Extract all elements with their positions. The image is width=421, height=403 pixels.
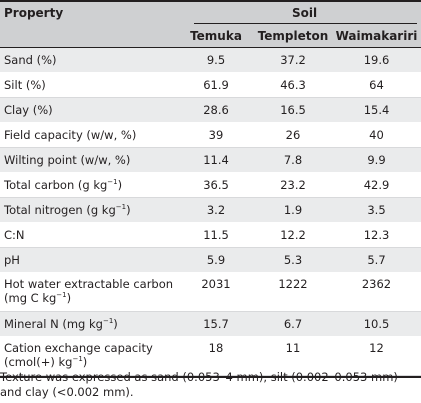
cell-value: 46.3 xyxy=(280,78,306,92)
row-label-line2-end: ) xyxy=(82,355,88,369)
cell-value: 5.7 xyxy=(367,253,386,267)
cell-value: 36.5 xyxy=(203,178,229,192)
row-label-text: Sand (%) xyxy=(4,53,57,67)
table-row: Silt (%) 61.9 46.3 64 xyxy=(0,73,421,98)
row-label-text: Total carbon (g kg xyxy=(4,178,108,192)
cell-value: 37.2 xyxy=(280,53,306,67)
table-body: Sand (%) 9.5 37.2 19.6 Silt (%) 61.9 46.3 64 Cla… xyxy=(0,47,421,376)
cell-value: 1222 xyxy=(278,277,308,291)
row-label-text: Hot water extractable carbon xyxy=(4,277,174,291)
row-label: Wilting point (w/w, %) xyxy=(4,153,130,167)
cell-value: 3.5 xyxy=(367,203,386,217)
table-row: Sand (%) 9.5 37.2 19.6 xyxy=(0,48,421,73)
row-label-sup: −1 xyxy=(107,178,118,187)
cell-value: 3.2 xyxy=(206,203,226,217)
cell-value: 40 xyxy=(369,128,384,142)
row-label-text: Field capacity (w/w, %) xyxy=(4,128,137,142)
row-label-line2-sup: −1 xyxy=(56,291,67,300)
cell-value: 12.3 xyxy=(363,228,390,242)
row-label: Total nitrogen (g kg−1) xyxy=(4,203,131,217)
soil-properties-table: Property Soil Temuka Templeton Waimakari… xyxy=(0,0,421,378)
table-bottom-rule xyxy=(0,376,421,378)
row-label: Cation exchange capacity (cmol(+) kg−1) xyxy=(4,341,153,369)
row-label-text: pH xyxy=(4,253,20,267)
row-label-text: Clay (%) xyxy=(4,103,53,117)
cell-value: 42.9 xyxy=(363,178,390,192)
cell-value: 12.2 xyxy=(280,228,306,242)
row-label-line2-end: ) xyxy=(66,291,72,305)
row-label: C:N xyxy=(4,228,25,242)
table-footnote: Texture was expressed as sand (0.053–4 m… xyxy=(0,370,398,399)
cell-value: 11 xyxy=(285,341,301,355)
cell-value: 23.2 xyxy=(280,178,306,192)
table-row: Wilting point (w/w, %) 11.4 7.8 9.9 xyxy=(0,148,421,173)
header-templeton: Templeton xyxy=(257,29,329,43)
cell-value: 16.5 xyxy=(280,103,306,117)
cell-value: 11.4 xyxy=(203,153,229,167)
row-label: pH xyxy=(4,253,20,267)
cell-value: 12 xyxy=(369,341,384,355)
cell-value: 6.7 xyxy=(283,317,303,331)
cell-value: 9.5 xyxy=(206,53,226,67)
row-label-text: Silt (%) xyxy=(4,78,46,92)
row-label: Total carbon (g kg−1) xyxy=(4,178,122,192)
row-label-sup: −1 xyxy=(115,203,127,212)
cell-value: 28.6 xyxy=(203,103,229,117)
row-label-text: Wilting point (w/w, %) xyxy=(4,153,131,167)
header-waimakariri: Waimakariri xyxy=(335,29,418,43)
table-row: Cation exchange capacity (cmol(+) kg−1) 18… xyxy=(0,337,421,376)
cell-value: 19.6 xyxy=(363,53,390,67)
cell-value: 61.9 xyxy=(203,78,229,92)
row-label-text: Mineral N (mg kg xyxy=(4,317,103,331)
table-row: Total nitrogen (g kg−1) 3.2 1.9 3.5 xyxy=(0,198,421,223)
cell-value: 2031 xyxy=(201,277,231,291)
cell-value: 64 xyxy=(369,78,384,92)
cell-value: 18 xyxy=(208,341,224,355)
cell-value: 39 xyxy=(208,128,224,142)
cell-value: 9.9 xyxy=(367,153,386,167)
table-row: Field capacity (w/w, %) 39 26 40 xyxy=(0,123,421,148)
cell-value: 26 xyxy=(285,128,301,142)
table-row: C:N 11.5 12.2 12.3 xyxy=(0,223,421,248)
row-label-end: ) xyxy=(117,178,123,192)
row-label-text: C:N xyxy=(4,228,25,242)
header-property: Property xyxy=(4,6,64,20)
header-temuka: Temuka xyxy=(190,29,242,43)
row-label-text: Total nitrogen (g kg xyxy=(4,203,116,217)
row-label: Sand (%) xyxy=(4,53,57,67)
row-label: Clay (%) xyxy=(4,103,53,117)
cell-value: 5.9 xyxy=(206,253,226,267)
row-label-line2: (mg C kg xyxy=(4,291,57,305)
table-header: Property Soil Temuka Templeton Waimakari… xyxy=(0,0,421,47)
row-label-end: ) xyxy=(126,203,131,217)
table-row: Total carbon (g kg−1) 36.5 23.2 42.9 xyxy=(0,173,421,198)
row-label-line2-sup: −1 xyxy=(72,355,83,364)
table-row: Mineral N (mg kg−1) 15.7 6.7 10.5 xyxy=(0,312,421,337)
header-divider xyxy=(194,23,417,24)
cell-value: 15.4 xyxy=(363,103,390,117)
cell-value: 10.5 xyxy=(363,317,390,331)
header-soil: Soil xyxy=(291,6,318,20)
row-label-end: ) xyxy=(113,317,118,331)
table-row: Hot water extractable carbon (mg C kg−1) 2… xyxy=(0,273,421,312)
cell-value: 2362 xyxy=(361,277,392,291)
cell-value: 1.9 xyxy=(283,203,303,217)
row-label: Field capacity (w/w, %) xyxy=(4,128,136,142)
cell-value: 5.3 xyxy=(283,253,303,267)
row-label-line2: (cmol(+) kg xyxy=(4,355,73,369)
row-label-sup: −1 xyxy=(102,317,114,326)
row-label: Silt (%) xyxy=(4,78,46,92)
cell-value: 7.8 xyxy=(283,153,303,167)
row-label-text: Cation exchange capacity xyxy=(4,341,153,355)
table-row: Clay (%) 28.6 16.5 15.4 xyxy=(0,98,421,123)
cell-value: 11.5 xyxy=(203,228,229,242)
row-label: Mineral N (mg kg−1) xyxy=(4,317,118,331)
table-row: pH 5.9 5.3 5.7 xyxy=(0,248,421,273)
cell-value: 15.7 xyxy=(203,317,229,331)
row-label: Hot water extractable carbon (mg C kg−1) xyxy=(4,277,173,305)
